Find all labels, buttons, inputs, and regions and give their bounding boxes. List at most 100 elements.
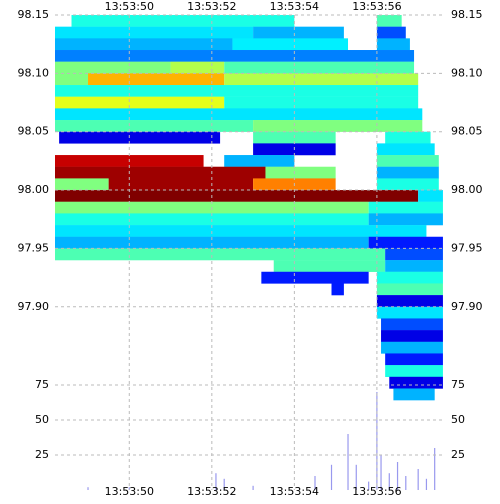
y-tick-label: 98.05 [451, 125, 483, 138]
heat-cell [55, 225, 427, 237]
volume-bar [425, 478, 428, 490]
volume-bar [434, 448, 436, 490]
volume-tick-label: 75 [35, 378, 49, 391]
volume-tick-label: 50 [35, 413, 49, 426]
volume-bar [417, 469, 419, 490]
heat-cell [368, 236, 443, 249]
y-tick-label: 97.95 [451, 241, 483, 254]
heat-cell [376, 155, 439, 167]
heat-cell [376, 15, 402, 27]
volume-bar [347, 434, 349, 490]
heat-cell [368, 201, 443, 214]
heat-cell [381, 341, 443, 354]
volume-tick-label: 25 [451, 448, 465, 461]
volume-bar [330, 464, 333, 490]
volume-bar [252, 485, 254, 490]
heat-cell [376, 271, 443, 284]
heat-cell [376, 283, 443, 296]
heat-cell [55, 166, 266, 179]
heat-cell [59, 131, 221, 144]
heat-cell [224, 61, 415, 74]
heat-cell [381, 330, 443, 342]
heat-cell [261, 271, 369, 284]
y-tick-label: 98.00 [451, 183, 483, 196]
heat-cell [381, 318, 443, 331]
heat-cell [376, 295, 443, 307]
heat-cell [385, 353, 443, 366]
volume-bar [396, 462, 399, 490]
heat-cell [55, 178, 109, 191]
volume-bar [128, 487, 130, 490]
heat-cell [108, 178, 254, 191]
volume-tick-label: 75 [451, 378, 465, 391]
heat-cell [273, 260, 386, 272]
y-tick-label: 97.90 [451, 300, 483, 313]
volume-bar [380, 455, 382, 490]
heat-cell [385, 131, 431, 144]
x-tick-label: 13:53:54 [270, 0, 319, 13]
heat-cell [55, 50, 415, 62]
heat-cell [232, 38, 349, 51]
y-tick-label: 97.95 [18, 241, 50, 254]
heat-cell [376, 26, 406, 39]
heat-cell [55, 96, 225, 109]
heat-cell [88, 73, 225, 86]
x-tick-label: 13:53:50 [105, 485, 154, 498]
heat-cell [393, 388, 435, 401]
heat-cell [55, 61, 171, 74]
heat-cell [224, 96, 419, 109]
heat-cell [55, 73, 89, 86]
volume-bar [87, 487, 89, 490]
heat-cell [385, 248, 443, 261]
volume-bar [355, 464, 357, 490]
heat-cell [376, 306, 443, 319]
heat-cell [376, 38, 410, 51]
volume-bar [405, 476, 407, 490]
heat-cell [418, 190, 443, 202]
y-tick-label: 97.90 [18, 300, 50, 313]
heat-cell [265, 166, 336, 179]
heat-cell [55, 108, 423, 121]
volume-bar [223, 478, 225, 490]
heat-cell [71, 15, 295, 27]
heat-cell [376, 178, 439, 191]
heat-cell [170, 61, 225, 74]
heat-cell [55, 120, 254, 132]
heat-cell [55, 248, 386, 261]
y-tick-label: 98.10 [18, 66, 50, 79]
heat-cell [55, 38, 233, 51]
heat-cell [368, 213, 443, 226]
x-tick-label: 13:53:56 [352, 0, 401, 13]
volume-bar [368, 481, 370, 490]
heat-cell [385, 260, 443, 272]
heat-cell [55, 236, 369, 249]
y-tick-label: 98.10 [451, 66, 483, 79]
heat-cell [385, 365, 443, 377]
heat-cell [376, 166, 439, 179]
x-tick-label: 13:53:52 [187, 485, 236, 498]
volume-bar [388, 473, 390, 490]
heat-cell [331, 283, 344, 296]
heat-cell [224, 73, 419, 86]
heat-cell [376, 143, 435, 156]
y-tick-label: 98.00 [18, 183, 50, 196]
y-tick-label: 98.15 [451, 8, 483, 21]
heat-cell [55, 85, 419, 97]
heat-cell [55, 26, 254, 39]
volume-tick-label: 50 [451, 413, 465, 426]
heat-cell [253, 120, 423, 132]
heat-cell [55, 190, 419, 202]
volume-bar [215, 473, 217, 490]
x-tick-label: 13:53:54 [270, 485, 319, 498]
heat-cell [224, 155, 295, 167]
x-tick-label: 13:53:56 [352, 485, 401, 498]
y-tick-label: 98.05 [18, 125, 50, 138]
volume-bar [314, 476, 316, 490]
x-tick-label: 13:53:52 [187, 0, 236, 13]
x-tick-label: 13:53:50 [105, 0, 154, 13]
heat-cell [253, 26, 344, 39]
y-tick-label: 98.15 [18, 8, 50, 21]
volume-tick-label: 25 [35, 448, 49, 461]
heat-cell [389, 376, 443, 389]
